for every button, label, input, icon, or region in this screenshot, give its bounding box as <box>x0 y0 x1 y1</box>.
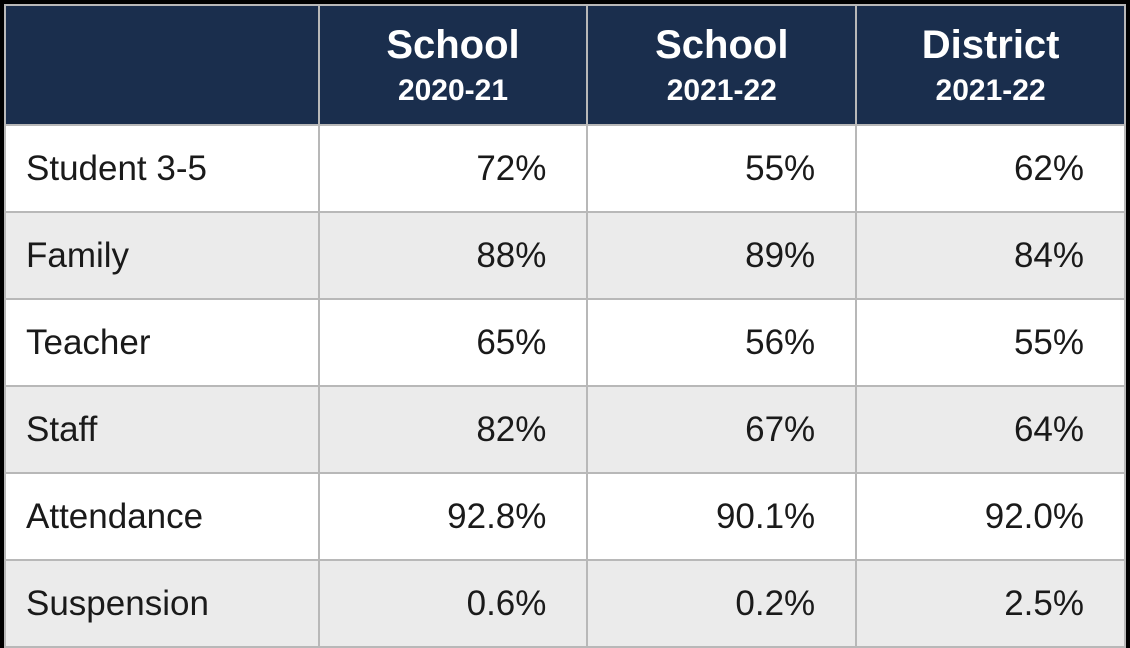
table-row: Student 3-5 72% 55% 62% <box>5 125 1125 212</box>
row-value: 88% <box>319 212 588 299</box>
header-main-text: School <box>328 21 579 69</box>
row-label: Family <box>5 212 319 299</box>
row-label: Staff <box>5 386 319 473</box>
header-school-2021-22: School 2021-22 <box>587 5 856 125</box>
header-empty <box>5 5 319 125</box>
row-value: 89% <box>587 212 856 299</box>
row-value: 56% <box>587 299 856 386</box>
table-row: Suspension 0.6% 0.2% 2.5% <box>5 560 1125 647</box>
header-sub-text: 2020-21 <box>328 73 579 109</box>
row-value: 84% <box>856 212 1125 299</box>
table-row: Teacher 65% 56% 55% <box>5 299 1125 386</box>
header-sub-text: 2021-22 <box>865 73 1116 109</box>
data-table: School 2020-21 School 2021-22 District 2… <box>4 4 1126 648</box>
row-value: 92.8% <box>319 473 588 560</box>
row-value: 82% <box>319 386 588 473</box>
row-value: 0.2% <box>587 560 856 647</box>
header-main-text: School <box>596 21 847 69</box>
header-main-text: District <box>865 21 1116 69</box>
row-value: 90.1% <box>587 473 856 560</box>
row-value: 0.6% <box>319 560 588 647</box>
row-value: 55% <box>856 299 1125 386</box>
row-label: Student 3-5 <box>5 125 319 212</box>
header-row: School 2020-21 School 2021-22 District 2… <box>5 5 1125 125</box>
row-value: 92.0% <box>856 473 1125 560</box>
row-label: Attendance <box>5 473 319 560</box>
row-value: 55% <box>587 125 856 212</box>
header-sub-text: 2021-22 <box>596 73 847 109</box>
table-row: Attendance 92.8% 90.1% 92.0% <box>5 473 1125 560</box>
row-value: 67% <box>587 386 856 473</box>
row-value: 2.5% <box>856 560 1125 647</box>
row-value: 62% <box>856 125 1125 212</box>
data-table-container: School 2020-21 School 2021-22 District 2… <box>4 4 1126 640</box>
header-school-2020-21: School 2020-21 <box>319 5 588 125</box>
table-row: Family 88% 89% 84% <box>5 212 1125 299</box>
row-value: 72% <box>319 125 588 212</box>
row-label: Teacher <box>5 299 319 386</box>
table-row: Staff 82% 67% 64% <box>5 386 1125 473</box>
row-label: Suspension <box>5 560 319 647</box>
header-district-2021-22: District 2021-22 <box>856 5 1125 125</box>
row-value: 65% <box>319 299 588 386</box>
row-value: 64% <box>856 386 1125 473</box>
